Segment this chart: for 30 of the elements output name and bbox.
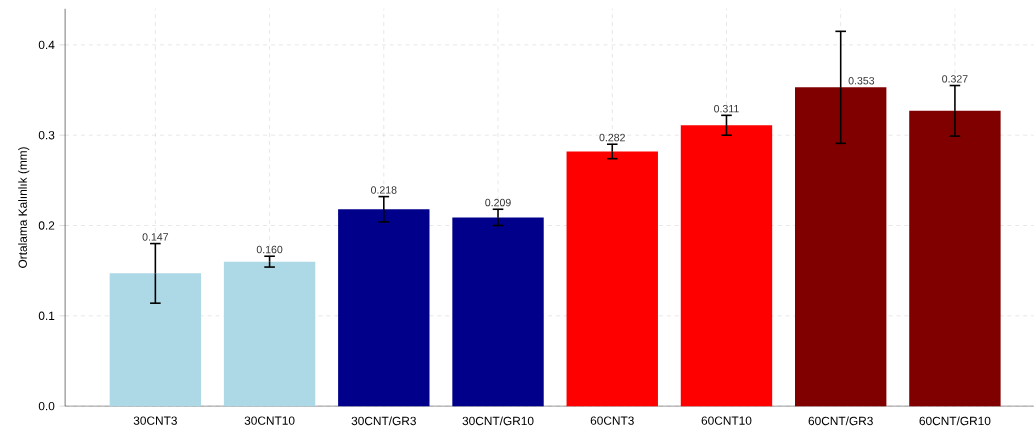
bar [223, 261, 316, 407]
x-tick-label: 60CNT/GR3 [808, 416, 873, 426]
y-tick-label: 0.3 [38, 131, 55, 140]
bar [909, 111, 1001, 407]
bar [680, 125, 773, 407]
x-tick-label: 60CNT/GR10 [919, 416, 991, 426]
data-label: 0.160 [256, 246, 283, 254]
data-label: 0.353 [848, 77, 875, 85]
x-tick-label: 30CNT10 [244, 416, 295, 426]
x-tick-label: 30CNT3 [133, 416, 177, 426]
bar [566, 151, 658, 407]
x-tick-label: 30CNT/GR3 [351, 416, 416, 426]
data-label: 0.282 [599, 134, 625, 142]
data-label: 0.327 [942, 75, 968, 83]
x-tick-label: 60CNT10 [701, 416, 752, 426]
y-tick-label: 0.4 [38, 40, 55, 50]
bar [795, 87, 887, 407]
data-label: 0.311 [714, 105, 739, 113]
bar [452, 217, 544, 407]
y-tick-label: 0.1 [38, 311, 55, 321]
data-label: 0.218 [371, 186, 397, 194]
x-tick-label: 60CNT3 [590, 416, 634, 426]
bar [109, 273, 202, 407]
y-tick-label: 0.0 [38, 402, 55, 411]
x-tick-label: 30CNT/GR10 [462, 416, 534, 426]
y-tick-label: 0.2 [38, 221, 55, 230]
bar [338, 209, 430, 407]
data-label: 0.147 [142, 233, 169, 241]
y-axis-title: Ortalama Kalınlık (mm) [18, 147, 30, 269]
data-label: 0.209 [485, 199, 511, 207]
